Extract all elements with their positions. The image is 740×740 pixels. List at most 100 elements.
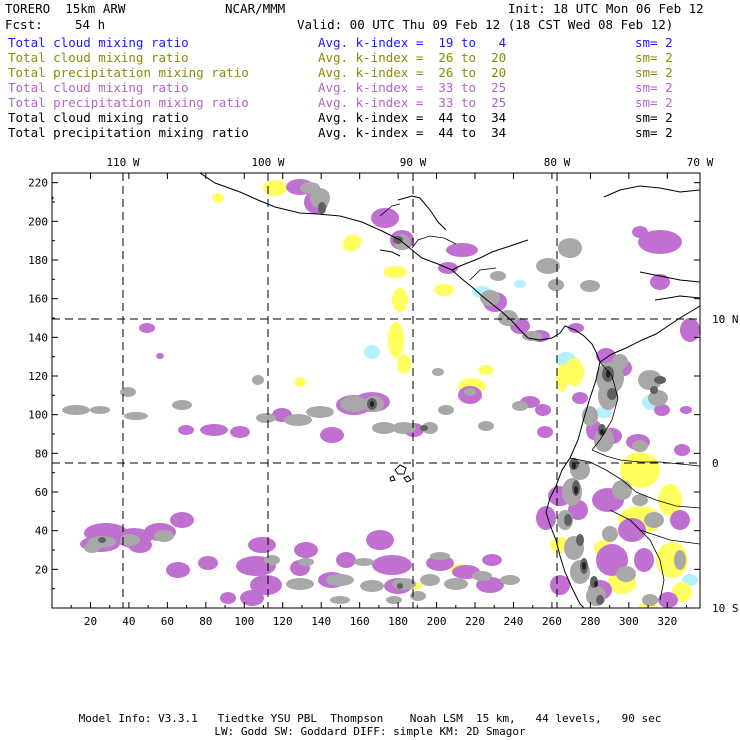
field-blob [596, 595, 604, 605]
field-blob [537, 426, 553, 438]
x-tick-label: 60 [161, 615, 174, 628]
field-blob [654, 404, 670, 416]
map-axes: 20 40 60 80 100 120 140 160 180 200 220 240 260 280 30… [28, 156, 738, 628]
field-blob [512, 401, 528, 411]
field-blob [426, 555, 454, 571]
field-blob [642, 594, 658, 606]
country-borders [379, 203, 700, 601]
field-blob [658, 484, 682, 516]
field-blob [294, 542, 318, 558]
x-tick-label: 240 [504, 615, 524, 628]
y-tick-label: 160 [28, 293, 48, 306]
legend-field: Total cloud mixing ratio [8, 80, 189, 95]
field-blob [256, 413, 276, 423]
field-blob [392, 422, 416, 434]
field-blob [438, 405, 454, 415]
longitude-label: 80 W [544, 156, 571, 169]
field-blob [490, 271, 506, 281]
field-blob [342, 234, 362, 252]
field-blob [354, 558, 374, 566]
field-blob [62, 405, 90, 415]
field-blob [284, 414, 312, 426]
field-blob [650, 274, 670, 290]
field-blob [596, 348, 616, 364]
field-blob [372, 422, 396, 434]
legend-field: Total cloud mixing ratio [8, 110, 189, 125]
legend-sm: sm= 2 [635, 110, 673, 125]
x-tick-label: 180 [388, 615, 408, 628]
x-tick-label: 20 [84, 615, 97, 628]
field-blob [422, 422, 438, 434]
x-tick-label: 200 [427, 615, 447, 628]
field-blob [472, 571, 492, 581]
field-blob [306, 406, 334, 418]
field-blob [670, 510, 690, 530]
legend-kindex: Avg. k-index = 44 to 34 [318, 110, 507, 125]
field-blob [198, 556, 218, 570]
field-blob [178, 425, 194, 435]
legend-kindex: Avg. k-index = 19 to 4 [318, 35, 507, 50]
field-blob [200, 424, 228, 436]
legend-field: Total cloud mixing ratio [8, 50, 189, 65]
field-blob [370, 401, 374, 407]
field-blob [572, 392, 588, 404]
field-blob [500, 575, 520, 585]
x-tick-label: 260 [542, 615, 562, 628]
legend-field: Total precipitation mixing ratio [8, 95, 249, 110]
y-tick-label: 120 [28, 370, 48, 383]
field-blob [90, 406, 110, 414]
latitude-label: 10 S [712, 602, 739, 615]
field-blob [432, 368, 444, 376]
map-field [52, 173, 700, 608]
field-blob [248, 537, 276, 553]
field-blob [638, 370, 662, 390]
legend-sm: sm= 2 [635, 50, 673, 65]
field-blob [397, 583, 403, 589]
field-blob [632, 226, 648, 238]
field-blob [240, 590, 264, 606]
field-blob [580, 280, 600, 292]
field-blob [220, 592, 236, 604]
legend-kindex: Avg. k-index = 33 to 25 [318, 95, 507, 110]
field-blob [602, 526, 618, 542]
y-tick-label: 60 [35, 486, 48, 499]
field-blob [383, 266, 407, 278]
legend-sm: sm= 2 [635, 95, 673, 110]
center-label: NCAR/MMM [225, 1, 286, 16]
forecast-hours: 54 h [75, 17, 106, 32]
field-blob [120, 387, 136, 397]
legend-kindex: Avg. k-index = 26 to 20 [318, 65, 507, 80]
field-blob [392, 578, 416, 590]
field-blob [330, 596, 350, 604]
field-blob [536, 258, 560, 274]
longitude-label: 100 W [251, 156, 284, 169]
latitude-label: 0 [712, 457, 719, 470]
field-blob [386, 596, 402, 604]
field-blob [252, 375, 264, 385]
field-blob [388, 322, 404, 358]
field-blob [550, 575, 570, 595]
field-blob [364, 345, 380, 359]
field-blob [318, 202, 326, 214]
field-blob [594, 428, 614, 452]
field-blob [572, 463, 576, 469]
field-blob [558, 238, 582, 258]
field-blob [286, 578, 314, 590]
field-blob [564, 514, 572, 526]
y-tick-label: 80 [35, 447, 48, 460]
field-blob [478, 365, 494, 375]
x-tick-label: 300 [619, 615, 639, 628]
field-blob [644, 512, 664, 528]
field-blob [300, 182, 320, 194]
legend-kindex: Avg. k-index = 33 to 25 [318, 80, 507, 95]
y-tick-label: 220 [28, 177, 48, 190]
field-blob [658, 592, 678, 608]
field-blob [574, 486, 578, 494]
field-blob [634, 548, 654, 572]
field-blob [616, 566, 636, 582]
longitude-label: 110 W [106, 156, 139, 169]
field-blob [336, 552, 356, 568]
field-blob [680, 406, 692, 414]
field-blob [674, 444, 690, 456]
field-blob [600, 429, 604, 435]
